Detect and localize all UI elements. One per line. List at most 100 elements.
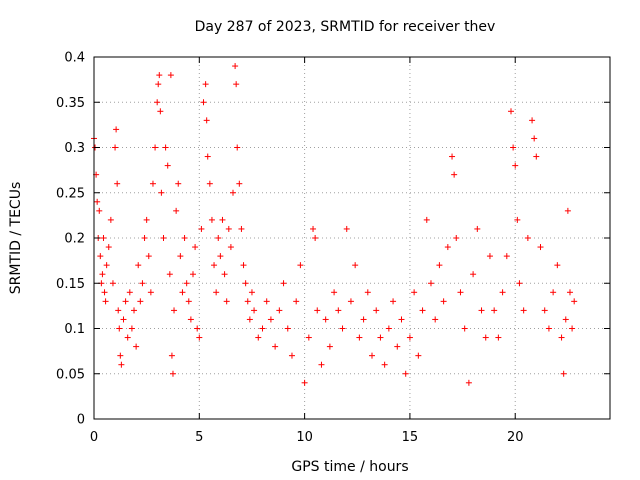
data-point xyxy=(318,361,325,368)
data-point xyxy=(347,298,354,305)
data-point xyxy=(415,352,422,359)
data-point xyxy=(314,307,321,314)
y-axis-ticks: 0 0.05 0.1 0.15 0.2 0.25 0.3 0.35 0.4 xyxy=(56,51,610,428)
data-point xyxy=(339,325,346,332)
data-point xyxy=(101,289,108,296)
data-point xyxy=(569,325,576,332)
data-point xyxy=(203,117,210,124)
data-point xyxy=(225,225,232,232)
data-point xyxy=(516,280,523,287)
data-point xyxy=(554,262,561,269)
data-point xyxy=(449,153,456,160)
data-point xyxy=(251,307,258,314)
data-point xyxy=(227,244,234,251)
data-point xyxy=(436,262,443,269)
y-tick-label: 0.1 xyxy=(64,322,85,337)
data-point xyxy=(230,189,237,196)
data-point xyxy=(427,280,434,287)
data-point xyxy=(177,253,184,260)
data-point xyxy=(529,117,536,124)
y-tick-label: 0.3 xyxy=(64,141,85,156)
data-point xyxy=(131,307,138,314)
data-point xyxy=(377,334,384,341)
data-point xyxy=(192,244,199,251)
data-point xyxy=(126,289,133,296)
data-point xyxy=(390,298,397,305)
data-point xyxy=(155,81,162,88)
data-point xyxy=(244,298,251,305)
data-point xyxy=(217,253,224,260)
data-point xyxy=(100,235,107,241)
y-tick-label: 0.2 xyxy=(64,232,85,247)
y-axis-label: SRMTID / TECUs xyxy=(8,182,24,295)
data-point xyxy=(223,298,230,305)
data-point xyxy=(236,180,243,187)
data-point xyxy=(154,99,161,106)
data-point xyxy=(118,361,125,368)
data-point xyxy=(520,307,527,314)
data-point xyxy=(486,253,493,260)
y-tick-label: 0.4 xyxy=(64,51,85,66)
data-point xyxy=(508,108,515,115)
data-point xyxy=(482,334,489,341)
data-point xyxy=(99,271,106,278)
data-point xyxy=(149,180,156,187)
x-tick-label: 5 xyxy=(195,430,203,445)
y-tick-label: 0.15 xyxy=(56,277,85,292)
data-point xyxy=(503,253,510,260)
data-point xyxy=(326,343,333,350)
data-point xyxy=(122,298,129,305)
data-point xyxy=(423,216,430,223)
data-point xyxy=(478,307,485,314)
data-point xyxy=(335,307,342,314)
data-point xyxy=(211,262,218,269)
data-point xyxy=(571,298,578,305)
data-point xyxy=(394,343,401,350)
data-point xyxy=(185,298,192,305)
data-point xyxy=(276,307,283,314)
data-point xyxy=(152,144,159,151)
data-point xyxy=(166,271,173,278)
data-point xyxy=(189,271,196,278)
data-point xyxy=(398,316,405,323)
data-point xyxy=(169,370,176,377)
x-axis-label: GPS time / hours xyxy=(291,459,408,475)
data-point xyxy=(137,298,144,305)
data-point xyxy=(288,352,295,359)
x-axis-ticks: 0 5 10 15 20 xyxy=(90,57,523,445)
data-point xyxy=(204,153,211,160)
data-point xyxy=(531,135,538,142)
data-point xyxy=(364,289,371,296)
plot-frame xyxy=(93,56,611,420)
data-point xyxy=(208,216,215,223)
data-point xyxy=(381,361,388,368)
data-point xyxy=(369,352,376,359)
y-tick-label: 0.05 xyxy=(56,367,85,382)
data-point xyxy=(305,334,312,341)
data-point xyxy=(160,235,167,241)
grid-lines xyxy=(94,57,610,419)
data-point xyxy=(156,72,163,79)
data-point xyxy=(102,298,109,305)
data-point xyxy=(550,289,557,296)
data-point xyxy=(297,262,304,269)
data-point xyxy=(322,316,329,323)
data-point xyxy=(259,325,266,332)
data-point xyxy=(406,334,413,341)
data-point xyxy=(114,180,121,187)
data-point xyxy=(560,370,567,377)
x-tick-label: 15 xyxy=(402,430,419,445)
data-point xyxy=(128,325,135,332)
data-point xyxy=(242,280,249,287)
data-point xyxy=(566,289,573,296)
data-point xyxy=(495,334,502,341)
data-point xyxy=(115,307,122,314)
data-point xyxy=(373,307,380,314)
data-point xyxy=(198,225,205,232)
data-point xyxy=(461,325,468,332)
data-point xyxy=(343,225,350,232)
data-point xyxy=(234,144,241,151)
data-point xyxy=(440,298,447,305)
data-point xyxy=(135,262,142,269)
data-point xyxy=(221,271,228,278)
